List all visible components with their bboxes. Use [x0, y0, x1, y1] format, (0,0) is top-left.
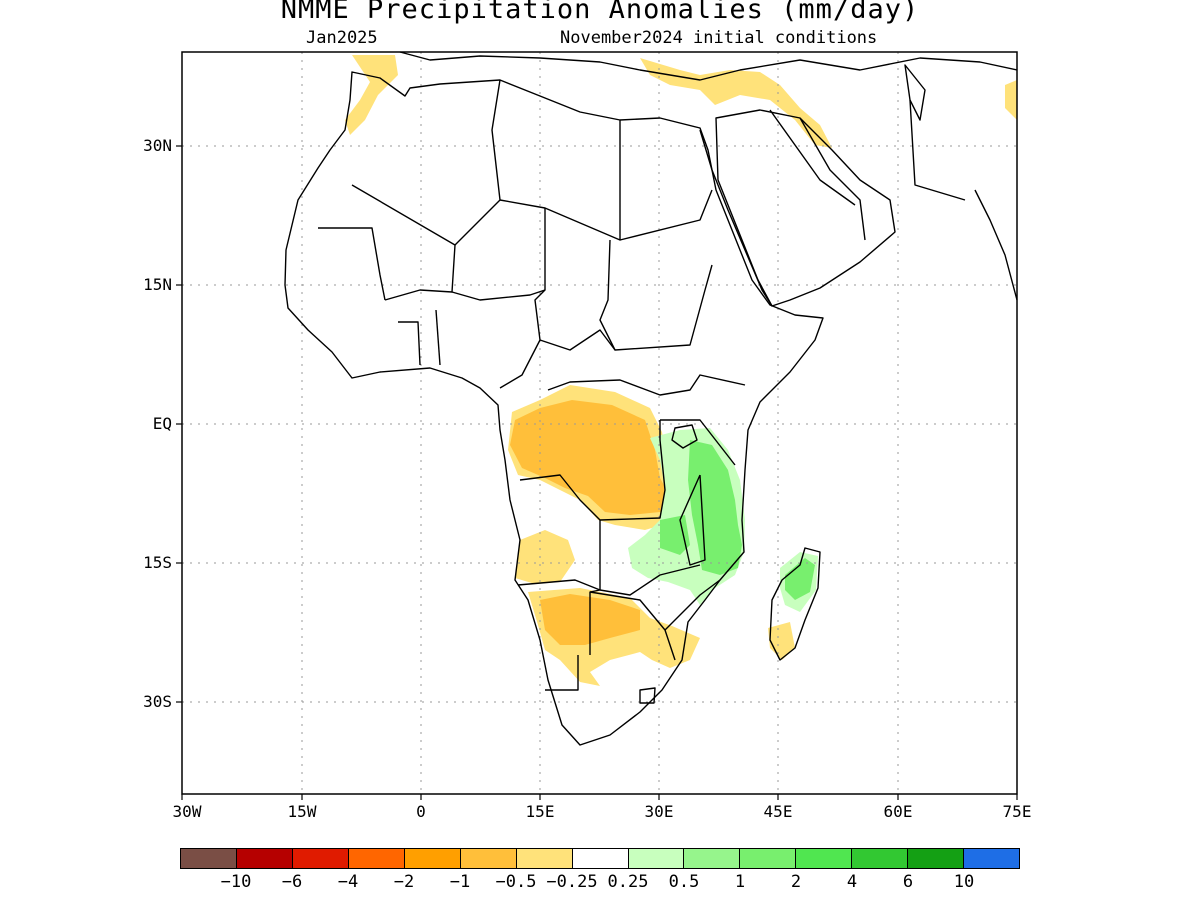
- lat-label-30s: 30S: [143, 692, 172, 711]
- lake-outline: [639, 687, 656, 704]
- lon-label-75e: 75E: [1002, 802, 1032, 821]
- colorbar-swatch: [796, 849, 853, 868]
- colorbar-swatch: [516, 849, 573, 868]
- lon-label-30w: 30W: [172, 802, 202, 821]
- colorbar-tick-label: 2: [790, 872, 802, 892]
- dry-anomaly-region: [515, 530, 575, 584]
- colorbar-swatch: [236, 849, 293, 868]
- wet-anomaly-region: [688, 440, 742, 575]
- lat-label-eq: EQ: [152, 414, 172, 433]
- border-line: [539, 329, 616, 351]
- madagascar-coastline: [769, 547, 821, 661]
- border-line: [589, 591, 676, 661]
- lat-label-15s: 15S: [143, 553, 172, 572]
- border-line: [909, 99, 966, 201]
- colorbar-tick-label: −0.25: [546, 872, 598, 892]
- plot-frame: [181, 51, 1018, 795]
- border-line: [599, 239, 713, 351]
- border-line: [799, 117, 866, 241]
- border-line: [519, 420, 666, 521]
- colorbar-swatch: [740, 849, 797, 868]
- arabia-coastline: [715, 109, 896, 307]
- colorbar-swatch: [684, 849, 741, 868]
- lon-label-30e: 30E: [644, 802, 674, 821]
- border-line: [547, 374, 746, 396]
- colorbar-tick-label: −6: [281, 872, 303, 892]
- lake-victoria: [671, 424, 698, 449]
- lat-label-15n: 15N: [143, 275, 172, 294]
- colorbar-tick-label: 0.5: [668, 872, 700, 892]
- lon-label-15e: 15E: [525, 802, 555, 821]
- colorbar-tick-label: 10: [953, 872, 975, 892]
- colorbar-tick-label: −0.5: [495, 872, 537, 892]
- border-line: [318, 227, 386, 301]
- page-title: NMME Precipitation Anomalies (mm/day): [280, 0, 920, 25]
- border-line: [499, 120, 621, 241]
- lat-label-30n: 30N: [143, 136, 172, 155]
- border-line: [664, 579, 721, 631]
- colorbar-swatch: [181, 849, 237, 868]
- colorbar-tick-label: −10: [220, 872, 252, 892]
- border-line: [679, 474, 706, 566]
- red-sea-coastline: [699, 129, 773, 307]
- india-coastline: [974, 189, 1018, 301]
- border-line: [619, 189, 713, 241]
- dry-anomaly-region: [510, 400, 672, 515]
- colorbar-tick-label: 0.25: [607, 872, 649, 892]
- wet-anomaly-region: [785, 558, 815, 600]
- border-line: [660, 419, 736, 466]
- africa-coastline: [284, 71, 824, 746]
- lon-label-0: 0: [416, 802, 426, 821]
- axis-ticks: [176, 145, 1018, 800]
- dry-anomaly-region: [768, 622, 795, 660]
- wet-anomaly-region: [660, 515, 690, 555]
- lon-label-45e: 45E: [763, 802, 793, 821]
- border-line: [517, 564, 701, 596]
- colorbar-tick-label: −4: [337, 872, 359, 892]
- initial-conditions: November2024 initial conditions: [560, 28, 878, 48]
- border-line: [451, 289, 546, 301]
- colorbar-swatch: [572, 849, 629, 868]
- lon-label-15w: 15W: [287, 802, 317, 821]
- border-line: [769, 109, 856, 206]
- dry-anomaly-region: [640, 58, 832, 148]
- colorbar-tick-label: −1: [449, 872, 471, 892]
- colorbar-swatch: [908, 849, 965, 868]
- colorbar-swatch: [852, 849, 909, 868]
- colorbar-swatch: [348, 849, 405, 868]
- lon-label-60e: 60E: [883, 802, 913, 821]
- colorbar: [180, 848, 1020, 869]
- border-line: [398, 321, 421, 366]
- colorbar-tick-label: 6: [902, 872, 914, 892]
- colorbar-swatch: [404, 849, 461, 868]
- coastlines-and-borders: [284, 51, 1018, 746]
- colorbar-tick-label: 1: [734, 872, 746, 892]
- forecast-month: Jan2025: [306, 28, 378, 48]
- anomaly-shading: [345, 55, 1017, 686]
- colorbar-tick-label: 4: [846, 872, 858, 892]
- border-line: [351, 184, 456, 301]
- colorbar-tick-label: −2: [393, 872, 415, 892]
- colorbar-swatch: [460, 849, 517, 868]
- dry-anomaly-region: [1005, 80, 1017, 120]
- colorbar-swatch: [628, 849, 685, 868]
- colorbar-swatch: [964, 849, 1020, 868]
- border-line: [589, 520, 601, 655]
- caspian-coastline: [904, 64, 926, 121]
- border-line: [435, 309, 441, 366]
- europe-asia-coastline: [399, 51, 1018, 81]
- border-line: [499, 208, 546, 389]
- dry-anomaly-region: [345, 55, 398, 135]
- border-line: [454, 79, 501, 246]
- colorbar-swatch: [292, 849, 349, 868]
- border-line: [545, 655, 579, 691]
